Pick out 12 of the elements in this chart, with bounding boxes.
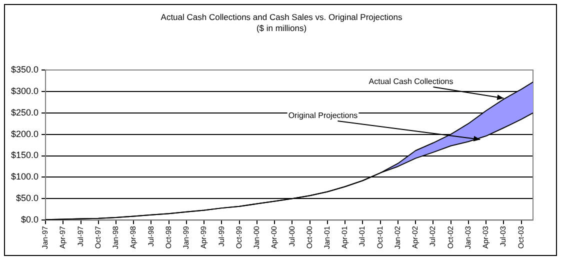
- y-tick-label: $200.0: [10, 128, 39, 139]
- chart-title: Actual Cash Collections and Cash Sales vs. Original Projections: [160, 12, 404, 23]
- y-tick-label: $50.0: [16, 193, 39, 204]
- y-tick-label: $250.0: [10, 107, 39, 118]
- annotation: Actual Cash Collections: [368, 77, 454, 86]
- y-tick-label: $150.0: [10, 150, 39, 160]
- annotation: Original Projections: [288, 111, 358, 120]
- y-tick-label: $350.0: [10, 64, 39, 74]
- y-tick-label: $300.0: [10, 86, 39, 96]
- y-tick-label: $100.0: [10, 172, 39, 182]
- y-tick-label: $0.0: [20, 214, 39, 225]
- chart-subtitle: ($ in millions): [255, 23, 308, 34]
